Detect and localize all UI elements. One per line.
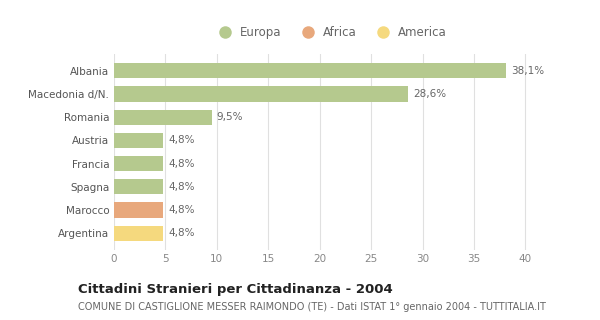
Text: 4,8%: 4,8% (169, 135, 195, 145)
Bar (114, 86, 408, 101)
Legend: Europa, Africa, America: Europa, Africa, America (208, 21, 452, 44)
Text: COMUNE DI CASTIGLIONE MESSER RAIMONDO (TE) - Dati ISTAT 1° gennaio 2004 - TUTTIT: COMUNE DI CASTIGLIONE MESSER RAIMONDO (T… (78, 302, 546, 312)
Bar (114, 133, 163, 148)
Bar (114, 156, 163, 171)
Text: 4,8%: 4,8% (169, 159, 195, 169)
Bar (114, 203, 163, 218)
Text: Cittadini Stranieri per Cittadinanza - 2004: Cittadini Stranieri per Cittadinanza - 2… (78, 283, 393, 296)
Text: 38,1%: 38,1% (511, 66, 544, 76)
Bar (114, 110, 212, 125)
Text: 28,6%: 28,6% (413, 89, 446, 99)
Text: 4,8%: 4,8% (169, 182, 195, 192)
Bar (114, 226, 163, 241)
Bar (114, 63, 506, 78)
Bar (114, 179, 163, 194)
Text: 4,8%: 4,8% (169, 228, 195, 238)
Text: 9,5%: 9,5% (217, 112, 244, 122)
Text: 4,8%: 4,8% (169, 205, 195, 215)
